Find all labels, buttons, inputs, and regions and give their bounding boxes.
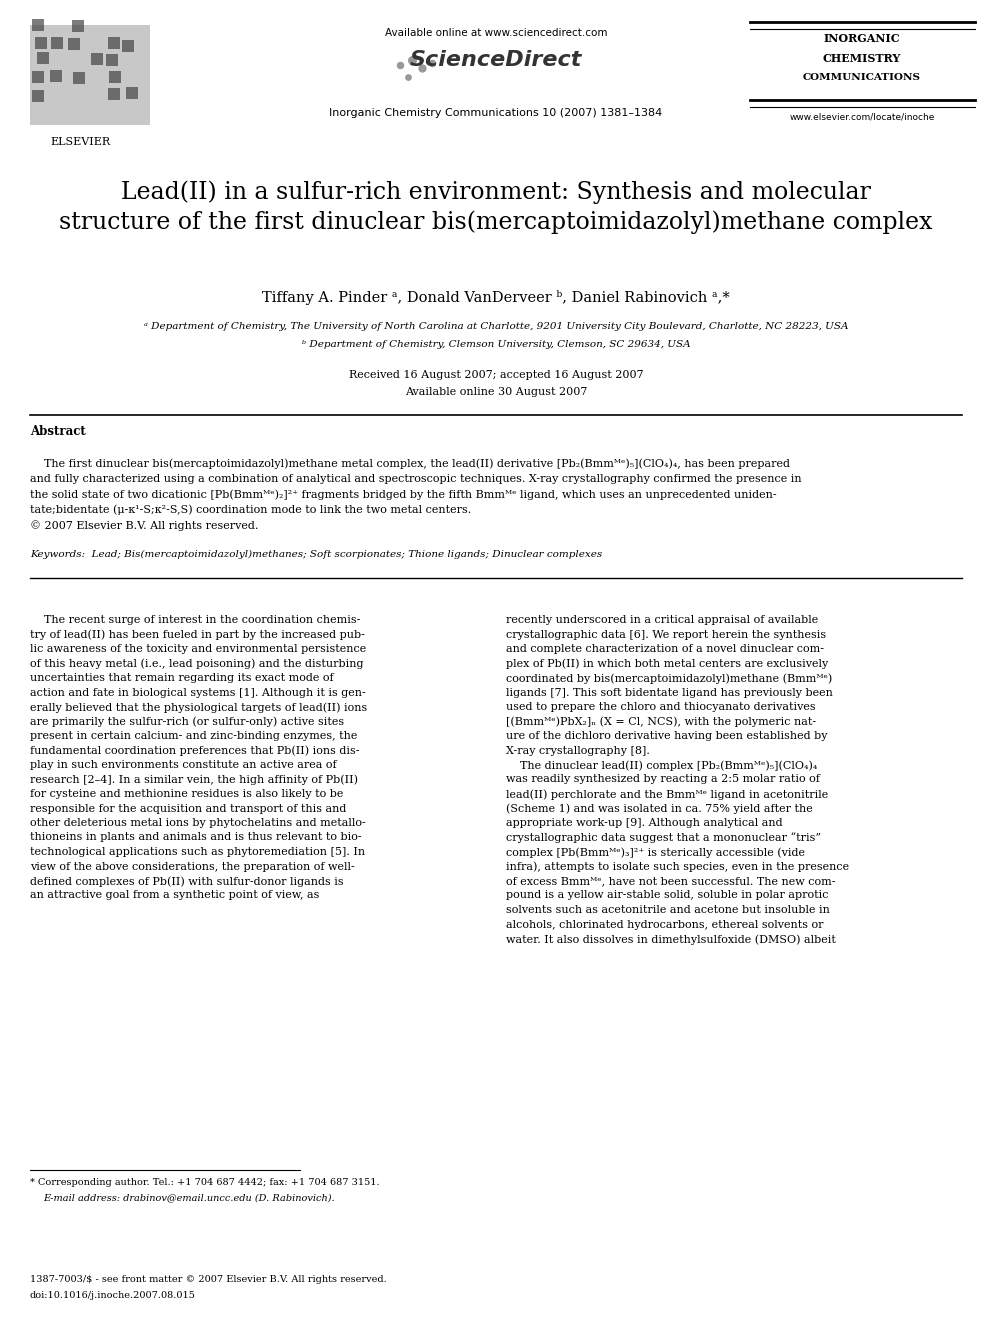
Text: Available online at www.sciencedirect.com: Available online at www.sciencedirect.co… <box>385 28 607 38</box>
Text: and complete characterization of a novel dinuclear com-: and complete characterization of a novel… <box>506 644 824 654</box>
Text: Available online 30 August 2007: Available online 30 August 2007 <box>405 388 587 397</box>
Text: Tiffany A. Pinder ᵃ, Donald VanDerveer ᵇ, Daniel Rabinovich ᵃ,*: Tiffany A. Pinder ᵃ, Donald VanDerveer ᵇ… <box>262 290 730 306</box>
Text: was readily synthesized by reacting a 2:5 molar ratio of: was readily synthesized by reacting a 2:… <box>506 774 819 785</box>
Text: uncertainties that remain regarding its exact mode of: uncertainties that remain regarding its … <box>30 673 333 683</box>
Bar <box>35 74 47 86</box>
Text: www.elsevier.com/locate/inoche: www.elsevier.com/locate/inoche <box>790 112 934 120</box>
Bar <box>104 74 116 86</box>
Text: © 2007 Elsevier B.V. All rights reserved.: © 2007 Elsevier B.V. All rights reserved… <box>30 520 258 531</box>
Text: (Scheme 1) and was isolated in ca. 75% yield after the: (Scheme 1) and was isolated in ca. 75% y… <box>506 803 812 814</box>
Text: crystallographic data suggest that a mononuclear “tris”: crystallographic data suggest that a mon… <box>506 832 821 843</box>
Bar <box>109 91 121 103</box>
Bar <box>109 37 121 49</box>
Text: coordinated by bis(mercaptoimidazolyl)methane (Bmmᴹᵉ): coordinated by bis(mercaptoimidazolyl)me… <box>506 673 832 684</box>
Text: water. It also dissolves in dimethylsulfoxide (DMSO) albeit: water. It also dissolves in dimethylsulf… <box>506 934 836 945</box>
Text: used to prepare the chloro and thiocyanato derivatives: used to prepare the chloro and thiocyana… <box>506 703 815 712</box>
Text: responsible for the acquisition and transport of this and: responsible for the acquisition and tran… <box>30 803 346 814</box>
Bar <box>105 56 117 67</box>
Bar <box>55 38 67 52</box>
Text: COMMUNICATIONS: COMMUNICATIONS <box>803 73 921 82</box>
Text: The dinuclear lead(II) complex [Pb₂(Bmmᴹᵉ)₅](ClO₄)₄: The dinuclear lead(II) complex [Pb₂(Bmmᴹ… <box>506 759 817 770</box>
Text: research [2–4]. In a similar vein, the high affinity of Pb(II): research [2–4]. In a similar vein, the h… <box>30 774 358 785</box>
Bar <box>106 21 118 33</box>
Text: present in certain calcium- and zinc-binding enzymes, the: present in certain calcium- and zinc-bin… <box>30 732 357 741</box>
Text: view of the above considerations, the preparation of well-: view of the above considerations, the pr… <box>30 861 355 872</box>
Text: Lead(II) in a sulfur-rich environment: Synthesis and molecular
structure of the : Lead(II) in a sulfur-rich environment: S… <box>60 180 932 234</box>
Text: infra), attempts to isolate such species, even in the presence: infra), attempts to isolate such species… <box>506 861 849 872</box>
Bar <box>71 37 83 49</box>
Bar <box>34 90 46 102</box>
Text: solvents such as acetonitrile and acetone but insoluble in: solvents such as acetonitrile and aceton… <box>506 905 830 916</box>
Text: ELSEVIER: ELSEVIER <box>50 138 110 147</box>
Text: an attractive goal from a synthetic point of view, as: an attractive goal from a synthetic poin… <box>30 890 319 901</box>
Text: recently underscored in a critical appraisal of available: recently underscored in a critical appra… <box>506 615 818 624</box>
Text: thioneins in plants and animals and is thus relevant to bio-: thioneins in plants and animals and is t… <box>30 832 362 843</box>
Text: ure of the dichloro derivative having been established by: ure of the dichloro derivative having be… <box>506 732 827 741</box>
Text: try of lead(II) has been fueled in part by the increased pub-: try of lead(II) has been fueled in part … <box>30 630 365 640</box>
Text: technological applications such as phytoremediation [5]. In: technological applications such as phyto… <box>30 847 365 857</box>
Text: alcohols, chlorinated hydrocarbons, ethereal solvents or: alcohols, chlorinated hydrocarbons, ethe… <box>506 919 823 930</box>
Bar <box>127 70 139 82</box>
Text: ligands [7]. This soft bidentate ligand has previously been: ligands [7]. This soft bidentate ligand … <box>506 688 833 697</box>
Text: fundamental coordination preferences that Pb(II) ions dis-: fundamental coordination preferences tha… <box>30 745 359 755</box>
Text: plex of Pb(II) in which both metal centers are exclusively: plex of Pb(II) in which both metal cente… <box>506 659 828 669</box>
Bar <box>123 36 135 48</box>
Bar <box>53 52 65 64</box>
Text: play in such environments constitute an active area of: play in such environments constitute an … <box>30 759 336 770</box>
Text: for cysteine and methionine residues is also likely to be: for cysteine and methionine residues is … <box>30 789 343 799</box>
Bar <box>122 52 134 64</box>
Text: The recent surge of interest in the coordination chemis-: The recent surge of interest in the coor… <box>30 615 360 624</box>
Text: of excess Bmmᴹᵉ, have not been successful. The new com-: of excess Bmmᴹᵉ, have not been successfu… <box>506 876 835 886</box>
Text: ᵃ Department of Chemistry, The University of North Carolina at Charlotte, 9201 U: ᵃ Department of Chemistry, The Universit… <box>144 321 848 331</box>
Text: ᵇ Department of Chemistry, Clemson University, Clemson, SC 29634, USA: ᵇ Department of Chemistry, Clemson Unive… <box>302 340 690 349</box>
Text: Inorganic Chemistry Communications 10 (2007) 1381–1384: Inorganic Chemistry Communications 10 (2… <box>329 108 663 118</box>
Text: * Corresponding author. Tel.: +1 704 687 4442; fax: +1 704 687 3151.: * Corresponding author. Tel.: +1 704 687… <box>30 1177 380 1187</box>
Text: 1387-7003/$ - see front matter © 2007 Elsevier B.V. All rights reserved.: 1387-7003/$ - see front matter © 2007 El… <box>30 1275 387 1285</box>
Bar <box>87 71 99 83</box>
Text: other deleterious metal ions by phytochelatins and metallo-: other deleterious metal ions by phytoche… <box>30 818 366 828</box>
Text: complex [Pb(Bmmᴹᵉ)₃]²⁺ is sterically accessible (vide: complex [Pb(Bmmᴹᵉ)₃]²⁺ is sterically acc… <box>506 847 805 857</box>
Text: lic awareness of the toxicity and environmental persistence: lic awareness of the toxicity and enviro… <box>30 644 366 654</box>
Text: Abstract: Abstract <box>30 425 85 438</box>
Bar <box>32 37 44 49</box>
Text: ScienceDirect: ScienceDirect <box>410 50 582 70</box>
Text: erally believed that the physiological targets of lead(II) ions: erally believed that the physiological t… <box>30 703 367 713</box>
Text: lead(II) perchlorate and the Bmmᴹᵉ ligand in acetonitrile: lead(II) perchlorate and the Bmmᴹᵉ ligan… <box>506 789 828 799</box>
Bar <box>89 89 101 101</box>
Text: are primarily the sulfur-rich (or sulfur-only) active sites: are primarily the sulfur-rich (or sulfur… <box>30 717 344 728</box>
Text: appropriate work-up [9]. Although analytical and: appropriate work-up [9]. Although analyt… <box>506 818 783 828</box>
Bar <box>124 87 136 99</box>
Text: the solid state of two dicationic [Pb(Bmmᴹᵉ)₂]²⁺ fragments bridged by the fifth : the solid state of two dicationic [Pb(Bm… <box>30 490 777 500</box>
Text: doi:10.1016/j.inoche.2007.08.015: doi:10.1016/j.inoche.2007.08.015 <box>30 1291 195 1301</box>
Text: E-mail address: drabinov@email.uncc.edu (D. Rabinovich).: E-mail address: drabinov@email.uncc.edu … <box>43 1193 334 1203</box>
Text: action and fate in biological systems [1]. Although it is gen-: action and fate in biological systems [1… <box>30 688 366 697</box>
Text: The first dinuclear bis(mercaptoimidazolyl)methane metal complex, the lead(II) d: The first dinuclear bis(mercaptoimidazol… <box>30 458 790 468</box>
Text: INORGANIC: INORGANIC <box>823 33 901 44</box>
Text: Received 16 August 2007; accepted 16 August 2007: Received 16 August 2007; accepted 16 Aug… <box>348 370 644 380</box>
Text: crystallographic data [6]. We report herein the synthesis: crystallographic data [6]. We report her… <box>506 630 826 639</box>
Text: defined complexes of Pb(II) with sulfur-donor ligands is: defined complexes of Pb(II) with sulfur-… <box>30 876 343 886</box>
Text: Keywords:  Lead; Bis(mercaptoimidazolyl)methanes; Soft scorpionates; Thione liga: Keywords: Lead; Bis(mercaptoimidazolyl)m… <box>30 550 602 560</box>
Text: X-ray crystallography [8].: X-ray crystallography [8]. <box>506 745 650 755</box>
Bar <box>53 86 65 98</box>
Text: [(Bmmᴹᵉ)PbX₂]ₙ (X = Cl, NCS), with the polymeric nat-: [(Bmmᴹᵉ)PbX₂]ₙ (X = Cl, NCS), with the p… <box>506 717 816 728</box>
Text: and fully characterized using a combination of analytical and spectroscopic tech: and fully characterized using a combinat… <box>30 474 802 483</box>
Text: tate;bidentate (μ-κ¹-S;κ²-S,S) coordination mode to link the two metal centers.: tate;bidentate (μ-κ¹-S;κ²-S,S) coordinat… <box>30 504 471 515</box>
Text: CHEMISTRY: CHEMISTRY <box>822 53 901 64</box>
Bar <box>34 20 46 32</box>
Text: pound is a yellow air-stable solid, soluble in polar aprotic: pound is a yellow air-stable solid, solu… <box>506 890 828 901</box>
Bar <box>123 22 135 34</box>
Bar <box>72 74 84 86</box>
Text: of this heavy metal (i.e., lead poisoning) and the disturbing: of this heavy metal (i.e., lead poisonin… <box>30 659 363 669</box>
FancyBboxPatch shape <box>30 25 150 124</box>
